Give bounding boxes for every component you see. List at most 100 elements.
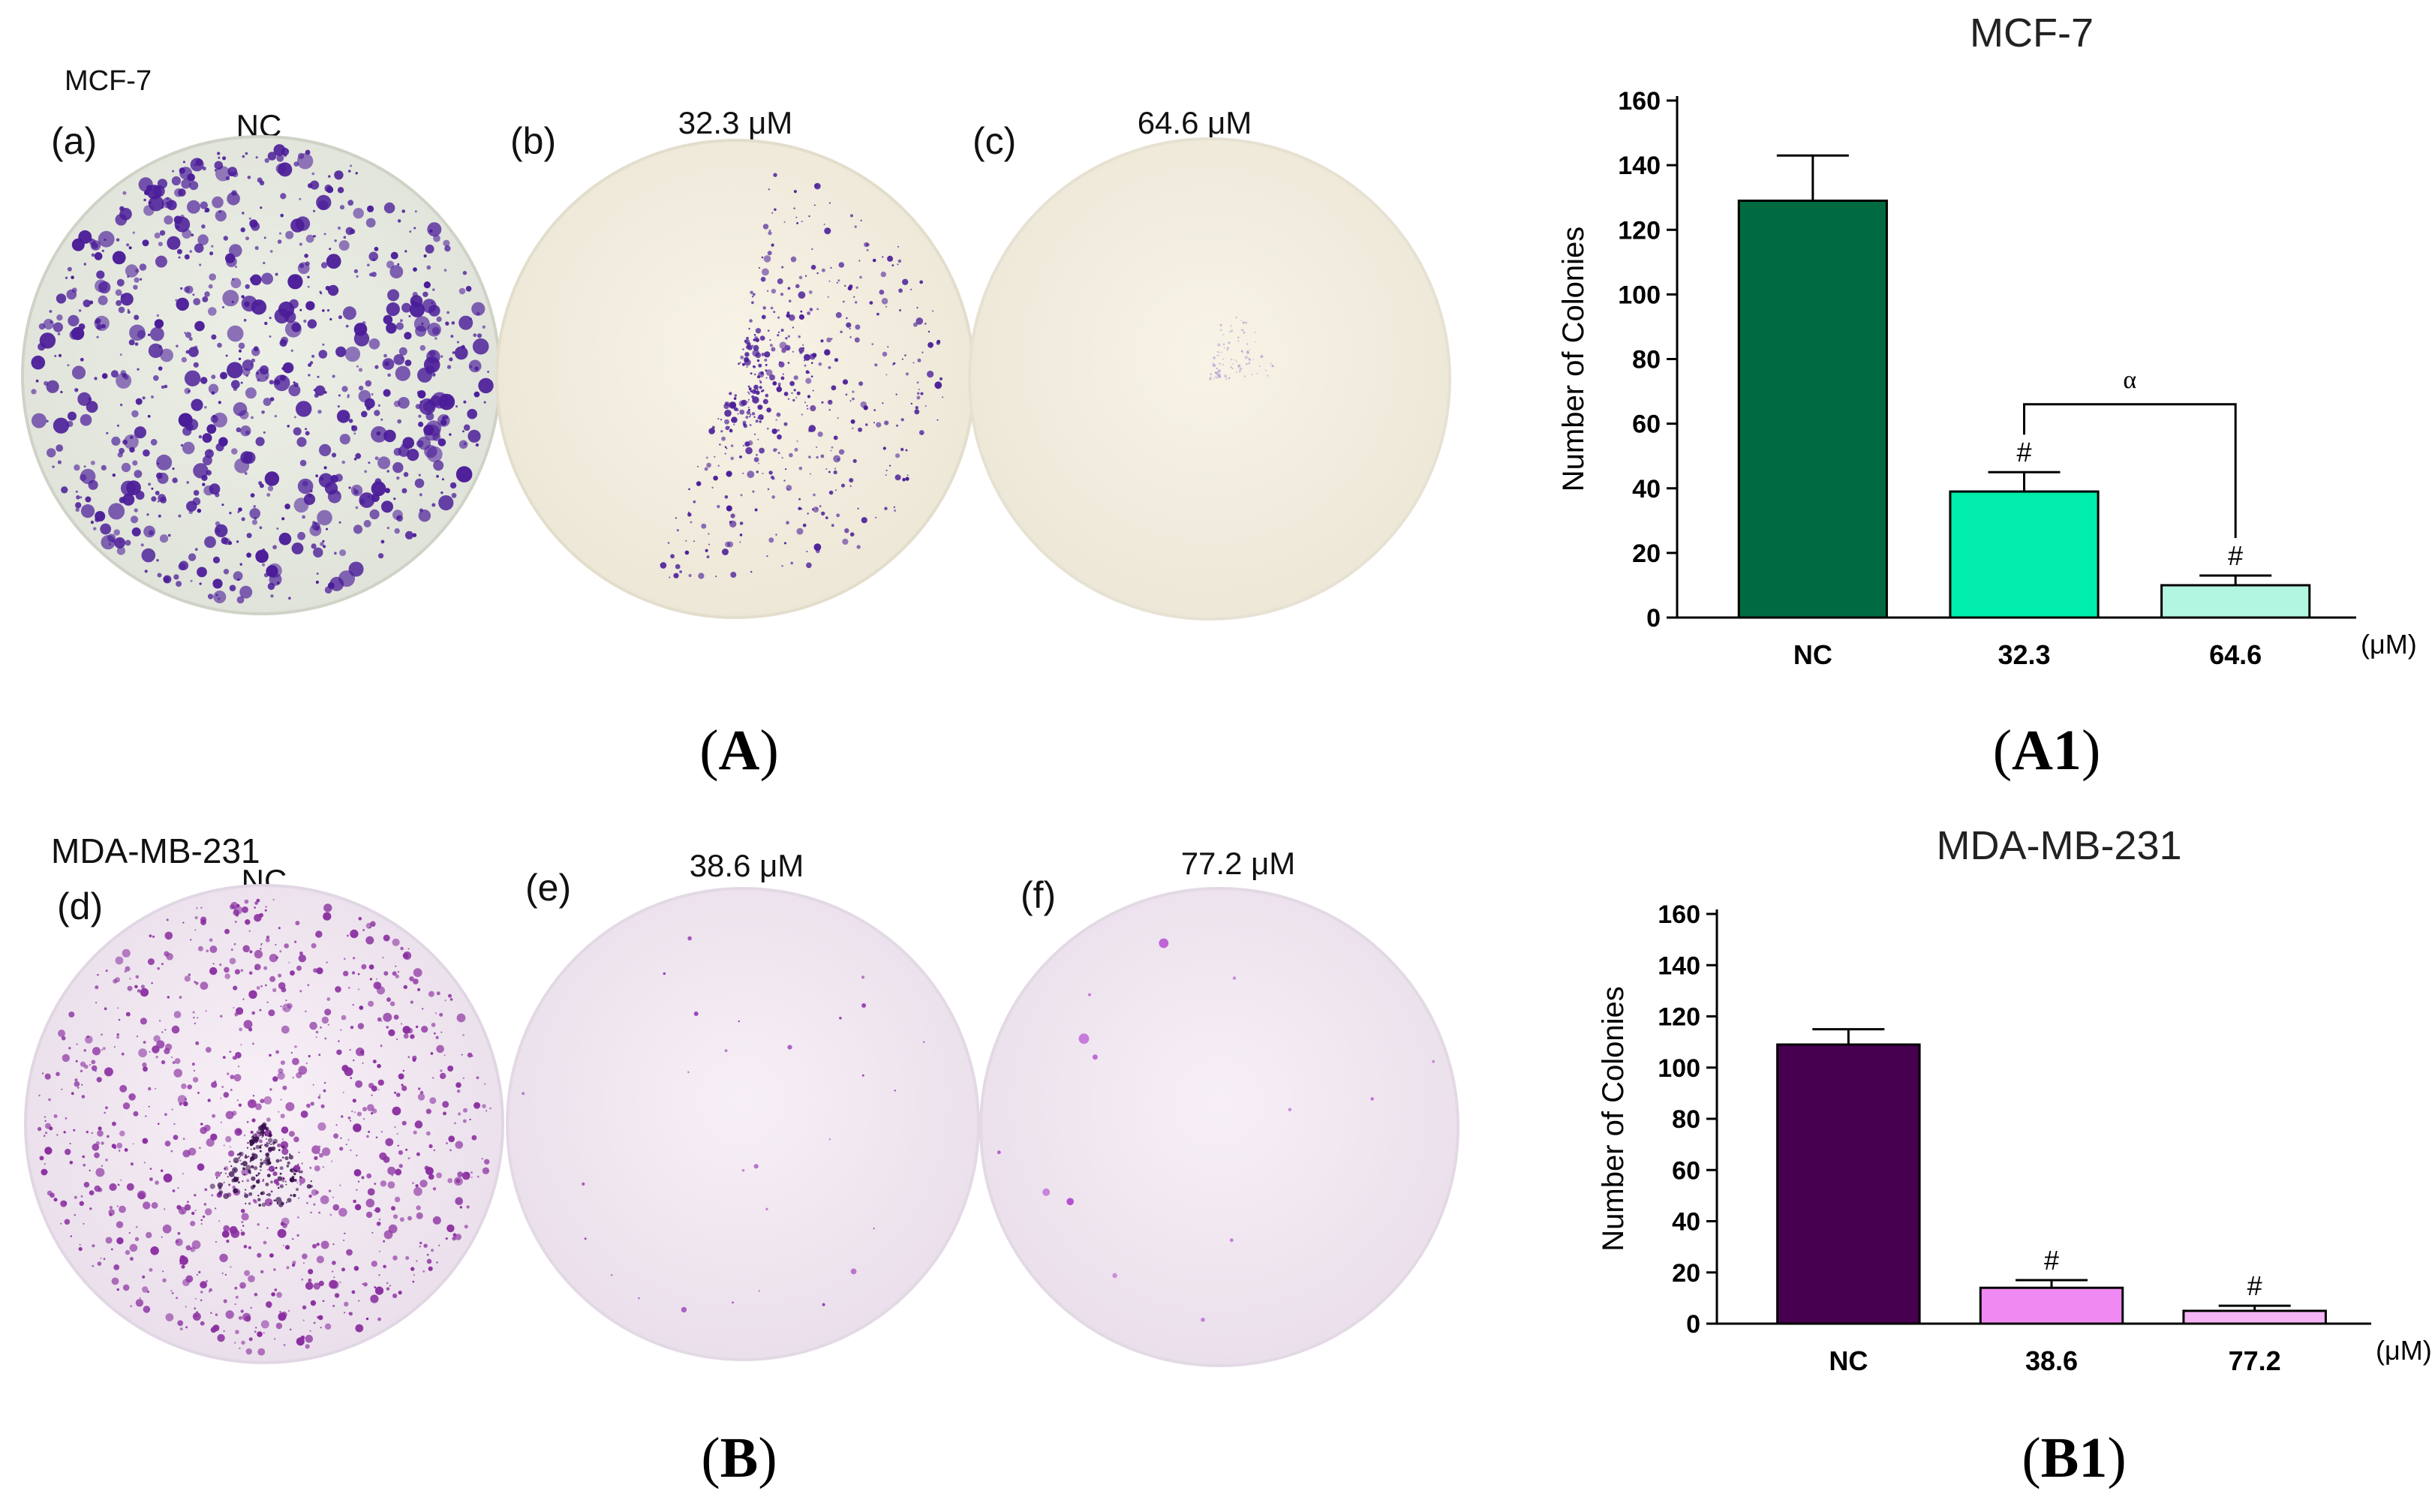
colony: [54, 355, 57, 357]
colony: [76, 1043, 78, 1045]
colony: [280, 1114, 285, 1119]
colony: [403, 1033, 409, 1039]
colony: [32, 413, 47, 428]
colony: [266, 1301, 272, 1308]
colony: [197, 1163, 205, 1171]
colony: [336, 491, 340, 495]
colony: [238, 1156, 240, 1159]
colony: [713, 475, 718, 481]
colony: [324, 1323, 332, 1330]
colony: [322, 1166, 324, 1168]
colony: [307, 319, 317, 329]
colony: [86, 1036, 89, 1039]
colony: [224, 973, 231, 979]
colony: [861, 517, 867, 524]
colony: [426, 350, 440, 364]
colony: [236, 1153, 239, 1156]
dish-c-label: 64.6 μM: [1138, 105, 1252, 140]
panel-a-caption: (A): [699, 719, 779, 782]
colony: [122, 493, 135, 506]
colony: [810, 264, 816, 270]
colony: [1246, 343, 1249, 345]
colony: [238, 507, 242, 512]
colony: [281, 1126, 289, 1134]
colony: [111, 1277, 119, 1285]
colony: [354, 1204, 362, 1211]
colony: [787, 287, 791, 290]
colony: [461, 344, 465, 349]
colony: [278, 532, 292, 546]
colony: [355, 452, 362, 459]
colony: [333, 1133, 339, 1139]
colony: [299, 197, 302, 200]
colony: [351, 1110, 353, 1113]
y-tick-label: 20: [1672, 1259, 1700, 1288]
colony: [89, 1169, 91, 1172]
colony: [151, 395, 154, 398]
colony: [874, 363, 878, 367]
colony: [676, 529, 679, 532]
colony: [95, 1070, 97, 1072]
colony: [151, 496, 157, 502]
colony: [787, 362, 790, 364]
colony: [329, 317, 332, 321]
colony: [230, 1075, 235, 1080]
colony: [297, 1163, 299, 1165]
colony: [270, 1134, 273, 1136]
colony: [759, 381, 762, 383]
colony: [202, 455, 212, 466]
colony: [282, 1085, 287, 1090]
colony: [270, 594, 274, 598]
colony: [1235, 360, 1237, 362]
colony: [852, 427, 854, 429]
colony: [798, 507, 801, 510]
colony: [684, 550, 690, 555]
colony: [392, 971, 397, 976]
colony: [1224, 374, 1228, 378]
colony: [846, 322, 852, 328]
colony: [298, 954, 306, 963]
colony: [368, 461, 371, 464]
colony: [78, 309, 82, 312]
colony: [755, 328, 762, 334]
colony: [725, 425, 730, 431]
colony: [267, 1192, 272, 1197]
colony: [146, 1231, 152, 1239]
colony: [778, 331, 780, 333]
colony: [303, 319, 307, 323]
colony: [284, 943, 290, 948]
colony: [338, 570, 355, 588]
colony: [834, 358, 839, 362]
colony: [837, 417, 839, 419]
colony: [116, 546, 125, 555]
colony: [227, 1150, 235, 1157]
colony: [934, 381, 942, 389]
colony: [112, 540, 115, 543]
colony: [415, 1184, 419, 1188]
colony: [936, 419, 939, 421]
colony: [227, 325, 244, 342]
colony: [204, 291, 210, 297]
colony: [254, 967, 257, 970]
colony: [353, 432, 356, 435]
colony: [311, 543, 317, 549]
colony: [61, 486, 68, 494]
colony: [1231, 368, 1234, 369]
colony: [179, 1255, 186, 1261]
colony: [130, 1305, 132, 1307]
colony: [164, 384, 168, 389]
colony: [431, 1249, 434, 1252]
colony: [233, 1074, 242, 1082]
colony: [419, 508, 424, 513]
colony: [452, 1236, 456, 1241]
colony: [1229, 331, 1231, 333]
colony: [440, 419, 447, 426]
colony: [56, 293, 67, 304]
colony: [205, 207, 210, 213]
chart-caption: (B1): [2022, 1426, 2126, 1489]
colony: [292, 1077, 294, 1079]
colony: [844, 528, 849, 534]
colony: [193, 490, 200, 496]
colony: [455, 1178, 461, 1183]
colony: [268, 1138, 273, 1143]
